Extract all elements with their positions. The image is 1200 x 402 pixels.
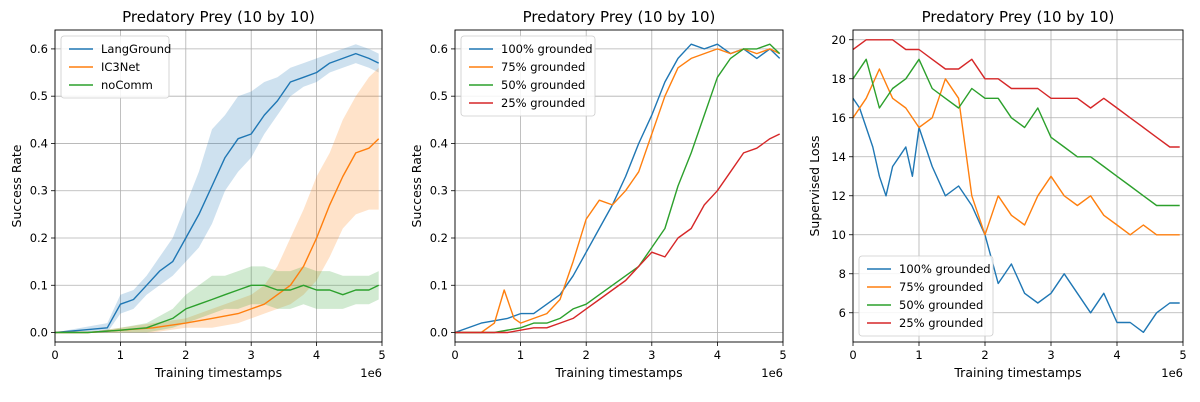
x-axis-multiplier: 1e6: [761, 366, 783, 380]
y-axis-label: Success Rate: [9, 144, 24, 227]
y-axis-label: Success Rate: [409, 144, 424, 227]
axes-frame: [852, 29, 1184, 343]
y-tick-label: 0.4: [430, 136, 448, 150]
x-tick-label: 3: [248, 348, 255, 362]
legend-label: 25% grounded: [899, 316, 983, 330]
legend-label: 25% grounded: [501, 96, 585, 110]
x-tick-label: 4: [1113, 348, 1120, 362]
legend-label: 100% grounded: [899, 262, 991, 276]
series-line-ic3net: [55, 138, 380, 334]
x-tick-label: 2: [583, 348, 590, 362]
y-tick-label: 0.3: [430, 184, 448, 198]
y-axis-label: Supervised Loss: [807, 135, 822, 236]
series-band-ic3net: [55, 67, 379, 333]
y-tick-label: 0.2: [430, 231, 448, 245]
x-tick-label: 1: [915, 348, 922, 362]
y-tick-label: 0.6: [30, 42, 48, 56]
series-line-75-grounded: [853, 68, 1180, 236]
chart-title: Predatory Prey (10 by 10): [922, 8, 1115, 26]
x-tick-label: 4: [313, 348, 320, 362]
y-tick-label: 0.5: [30, 89, 48, 103]
y-tick-label: 0.4: [30, 136, 48, 150]
y-tick-label: 18: [831, 72, 846, 86]
x-axis-label: Training timestamps: [554, 365, 682, 380]
y-tick-label: 0.0: [430, 326, 448, 340]
legend-box: [60, 35, 170, 99]
plot-area: [55, 44, 380, 334]
x-tick-label: 0: [849, 348, 856, 362]
legend-box: [460, 35, 596, 117]
legend-label: LangGround: [101, 42, 171, 56]
x-tick-label: 1: [517, 348, 524, 362]
y-tick-label: 16: [831, 111, 846, 125]
legend: LangGround IC3Net noComm: [60, 35, 171, 99]
series-line-75-grounded: [455, 48, 781, 334]
x-tick-label: 1: [117, 348, 124, 362]
x-tick-label: 0: [451, 348, 458, 362]
y-tick-label: 0.1: [30, 278, 48, 292]
y-tick-label: 20: [831, 33, 846, 47]
y-tick-label: 12: [831, 189, 846, 203]
chart-title: Predatory Prey (10 by 10): [122, 8, 315, 26]
x-tick-label: 4: [714, 348, 721, 362]
series-line-50-grounded: [853, 58, 1180, 207]
series-line-25-grounded: [455, 133, 781, 334]
x-axis-multiplier: 1e6: [360, 366, 382, 380]
series-line-nocomm: [55, 284, 380, 334]
x-axis-label: Training timestamps: [154, 365, 282, 380]
x-tick-label: 2: [981, 348, 988, 362]
x-tick-label: 3: [1047, 348, 1054, 362]
legend-label: 75% grounded: [899, 280, 983, 294]
legend: 100% grounded 75% grounded 50% grounded 25%…: [858, 255, 994, 337]
legend-label: 50% grounded: [501, 78, 585, 92]
x-tick-label: 3: [648, 348, 655, 362]
legend: 100% grounded 75% grounded 50% grounded 25%…: [460, 35, 596, 117]
axes-frame: [54, 29, 383, 343]
plot-area: [455, 43, 781, 334]
y-tick-label: 6: [839, 306, 846, 320]
series-band-nocomm: [55, 266, 379, 333]
x-axis-label: Training timestamps: [953, 365, 1081, 380]
x-axis-multiplier: 1e6: [1161, 366, 1183, 380]
y-tick-label: 0.5: [430, 89, 448, 103]
y-tick-label: 0.0: [30, 326, 48, 340]
axes-frame: [454, 29, 784, 343]
y-tick-label: 0.3: [30, 184, 48, 198]
y-tick-label: 0.1: [430, 278, 448, 292]
x-tick-label: 5: [779, 348, 786, 362]
series-line-25-grounded: [853, 39, 1180, 148]
x-tick-label: 0: [51, 348, 58, 362]
plot-area: [853, 39, 1180, 333]
y-tick-label: 10: [831, 228, 846, 242]
y-tick-label: 0.2: [30, 231, 48, 245]
y-tick-label: 14: [831, 150, 846, 164]
legend-box: [858, 255, 994, 337]
legend-label: 75% grounded: [501, 60, 585, 74]
series-band-langground: [55, 44, 379, 333]
x-tick-label: 5: [1179, 348, 1186, 362]
legend-label: 100% grounded: [501, 42, 593, 56]
x-tick-label: 2: [182, 348, 189, 362]
chart-panel-success-rate-baselines: 0 1 2 3 4 5 0.0 0.1 0.2 0.3 0.4 0.5 0.6 Predatory Pre…: [9, 8, 386, 380]
legend-label: IC3Net: [101, 60, 140, 74]
legend-label: noComm: [101, 78, 153, 92]
x-tick-label: 5: [378, 348, 385, 362]
chart-panel-success-rate-grounding: 0 1 2 3 4 5 0.0 0.1 0.2 0.3 0.4 0.5 0.6 Predatory Pre…: [409, 8, 787, 380]
y-tick-label: 8: [839, 267, 846, 281]
legend-label: 50% grounded: [899, 298, 983, 312]
y-tick-label: 0.6: [430, 42, 448, 56]
chart-title: Predatory Prey (10 by 10): [523, 8, 716, 26]
series-line-langground: [55, 52, 380, 334]
